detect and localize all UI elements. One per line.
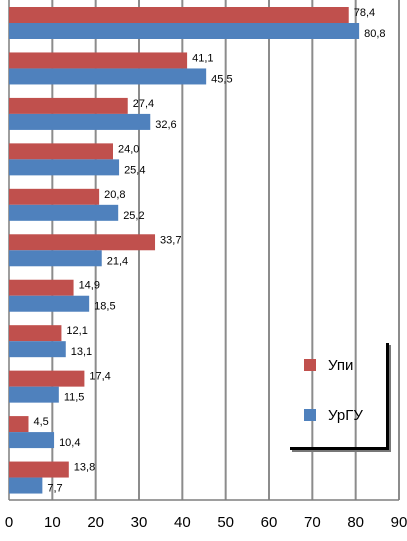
bar-urgu <box>9 295 90 312</box>
bar-urgu <box>9 386 59 403</box>
bar-upi <box>9 143 113 160</box>
bar-urgu <box>9 477 43 494</box>
legend: Упи УрГУ <box>290 343 390 451</box>
legend-item-upi: Упи <box>304 355 353 375</box>
data-label: 11,5 <box>64 392 85 404</box>
bar-urgu <box>9 250 102 267</box>
bar-upi <box>9 325 62 342</box>
legend-frame <box>290 343 389 450</box>
x-tick-label: 90 <box>391 514 407 531</box>
legend-label-urgu: УрГУ <box>328 406 363 424</box>
data-label: 14,9 <box>79 280 100 292</box>
x-tick-label: 30 <box>131 514 148 531</box>
bar-urgu <box>9 113 151 130</box>
data-label: 18,5 <box>94 301 115 313</box>
data-label: 7,7 <box>47 483 62 495</box>
data-label: 25,2 <box>123 210 144 222</box>
bar-urgu <box>9 68 207 85</box>
x-tick-label: 20 <box>87 514 104 531</box>
bar-urgu <box>9 204 119 221</box>
data-label: 41,1 <box>192 52 213 64</box>
legend-label-upi: Упи <box>328 356 354 374</box>
bar-urgu <box>9 341 66 358</box>
bar-urgu <box>9 23 360 39</box>
x-tick-label: 50 <box>217 514 234 531</box>
bar-upi <box>9 370 85 387</box>
data-label: 21,4 <box>107 255 128 267</box>
data-label: 27,4 <box>133 98 154 110</box>
data-label: 32,6 <box>155 119 176 131</box>
bar-upi <box>9 279 74 296</box>
data-label: 4,5 <box>34 416 49 428</box>
x-tick-label: 70 <box>304 514 321 531</box>
data-label: 25,4 <box>124 164 145 176</box>
data-label: 24,0 <box>118 143 139 155</box>
data-label: 33,7 <box>160 234 181 246</box>
bar-upi <box>9 188 100 205</box>
bar-upi <box>9 461 69 478</box>
data-label: 10,4 <box>59 437 80 449</box>
bar-upi <box>9 97 128 114</box>
x-tick-label: 80 <box>347 514 364 531</box>
x-tick-label: 0 <box>5 514 13 531</box>
data-label: 78,4 <box>354 7 375 19</box>
bar-upi <box>9 7 349 23</box>
x-tick-label: 10 <box>44 514 61 531</box>
data-label: 13,1 <box>71 346 92 358</box>
data-label: 20,8 <box>104 189 125 201</box>
data-label: 12,1 <box>66 325 87 337</box>
data-label: 13,8 <box>74 462 95 474</box>
data-label: 45,5 <box>211 73 232 85</box>
bar-upi <box>9 234 156 251</box>
bar-upi <box>9 52 188 69</box>
legend-item-urgu: УрГУ <box>304 405 363 425</box>
legend-swatch-upi <box>304 359 316 371</box>
bar-upi <box>9 416 29 433</box>
x-tick-label: 40 <box>174 514 191 531</box>
x-tick-label: 60 <box>261 514 278 531</box>
bar-urgu <box>9 159 120 176</box>
data-label: 80,8 <box>364 28 385 40</box>
data-label: 17,4 <box>89 371 110 383</box>
legend-swatch-urgu <box>304 409 316 421</box>
bar-urgu <box>9 432 55 449</box>
